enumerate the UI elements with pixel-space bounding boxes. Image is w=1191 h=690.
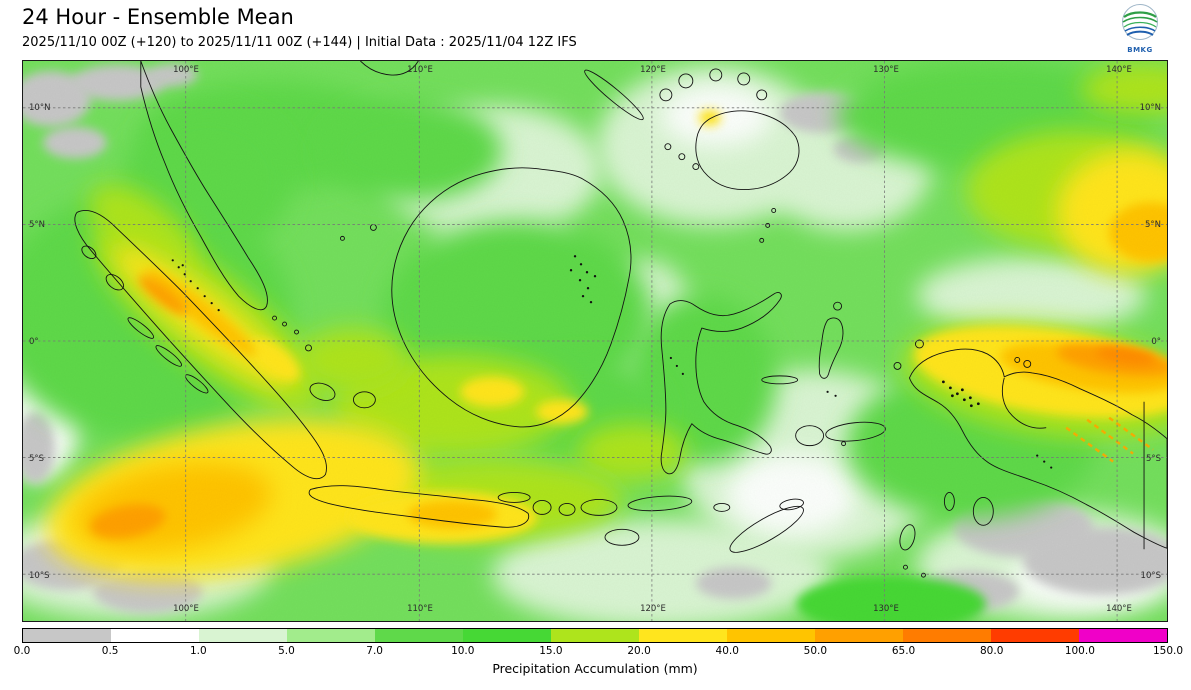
map-frame: 100°E 100°E 110°E 110°E 120°E 120°E 130°E 130°E… (22, 60, 1168, 622)
colorbar-tick-label: 15.0 (539, 645, 563, 657)
colorbar-tick-label: 100.0 (1064, 645, 1095, 657)
colorbar-tick-label: 1.0 (189, 645, 207, 657)
figure-subtitle: 2025/11/10 00Z (+120) to 2025/11/11 00Z … (22, 35, 577, 50)
colorbar-segment (287, 629, 375, 642)
colorbar-ticks: 0.0 0.5 1.0 5.0 7.0 10.0 15.0 20.0 40.0 50.0 65.0 8… (14, 645, 1183, 659)
colorbar-segment (903, 629, 991, 642)
precipitation-map (23, 61, 1167, 621)
colorbar-gradient (22, 628, 1168, 643)
colorbar-tick-label: 20.0 (627, 645, 651, 657)
colorbar-segment (991, 629, 1079, 642)
colorbar-segment (727, 629, 815, 642)
colorbar-tick-label: 7.0 (366, 645, 383, 657)
colorbar-tick-label: 10.0 (451, 645, 475, 657)
colorbar: 0.0 0.5 1.0 5.0 7.0 10.0 15.0 20.0 40.0 50.0 65.0 8… (14, 628, 1183, 676)
colorbar-tick-label: 65.0 (891, 645, 916, 657)
colorbar-segment (199, 629, 287, 642)
colorbar-tick-label: 150.0 (1152, 645, 1184, 657)
colorbar-tick-label: 0.5 (101, 645, 119, 657)
bmkg-logo: BMKG (1117, 2, 1163, 54)
colorbar-segment (639, 629, 727, 642)
colorbar-label: Precipitation Accumulation (mm) (492, 661, 698, 676)
colorbar-segment (23, 629, 111, 642)
bmkg-globe-icon (1122, 4, 1158, 40)
colorbar-tick-label: 0.0 (13, 645, 31, 657)
colorbar-tick-label: 5.0 (278, 645, 295, 657)
figure-title: 24 Hour - Ensemble Mean (22, 5, 294, 29)
colorbar-segment (551, 629, 639, 642)
colorbar-tick-label: 40.0 (715, 645, 739, 657)
field-grain-texture (23, 61, 1167, 621)
colorbar-tick-label: 80.0 (979, 645, 1004, 657)
colorbar-segment (815, 629, 903, 642)
colorbar-segment (1079, 629, 1167, 642)
colorbar-segment (463, 629, 551, 642)
bmkg-logo-text: BMKG (1127, 46, 1153, 54)
colorbar-segment (375, 629, 463, 642)
colorbar-segment (111, 629, 199, 642)
colorbar-tick-label: 50.0 (803, 645, 828, 657)
